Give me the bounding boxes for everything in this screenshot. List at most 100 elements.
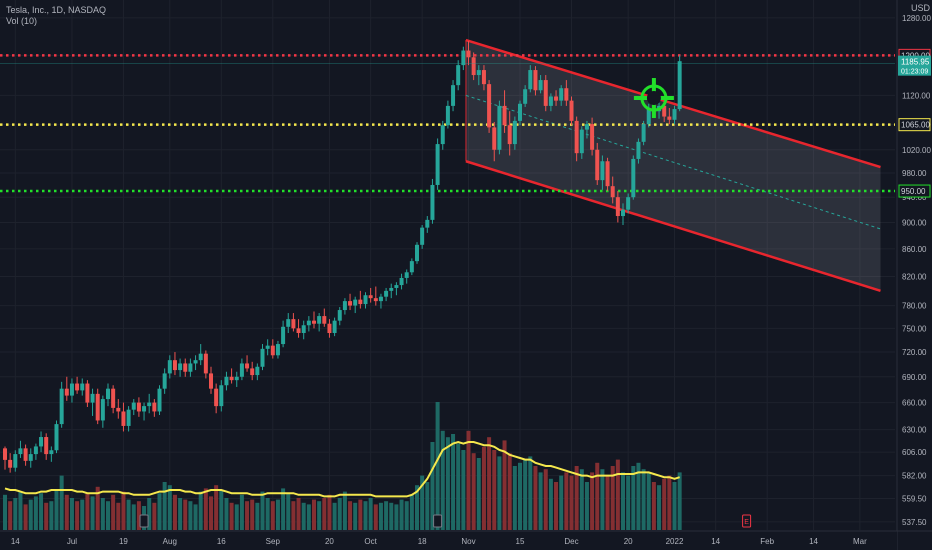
- time-axis-tick: 14: [11, 537, 20, 546]
- volume-bar: [301, 502, 306, 530]
- candle-body: [487, 84, 492, 128]
- candle-body: [322, 316, 327, 324]
- time-axis-bg: [0, 531, 897, 550]
- time-axis-tick: 15: [516, 537, 525, 546]
- volume-bar: [106, 501, 110, 530]
- volume-bar: [492, 450, 497, 530]
- time-axis-tick: 2022: [666, 537, 684, 546]
- volume-bar: [456, 443, 461, 530]
- candle-body: [121, 411, 126, 426]
- candle-body: [301, 325, 306, 334]
- candle-body: [590, 124, 595, 150]
- volume-bar: [631, 466, 636, 530]
- price-axis-tick: 720.00: [902, 348, 927, 357]
- volume-bar: [188, 501, 193, 530]
- price-level-tag: [898, 184, 931, 198]
- volume-bar: [512, 466, 517, 530]
- candle-body: [584, 124, 589, 130]
- volume-bar: [559, 475, 564, 530]
- volume-bar: [193, 504, 198, 530]
- volume-bar: [286, 493, 291, 530]
- volume-bar: [95, 486, 100, 530]
- volume-bar: [332, 502, 337, 530]
- time-axis-tick: 16: [217, 537, 226, 546]
- time-axis-tick: Mar: [853, 537, 867, 546]
- candle-body: [373, 298, 378, 302]
- volume-bar: [152, 502, 157, 530]
- candle-body: [100, 399, 105, 421]
- candle-body: [8, 459, 13, 468]
- candle-body: [147, 402, 152, 407]
- volume-bar: [59, 475, 64, 530]
- volume-bar: [245, 501, 250, 530]
- candle-body: [600, 161, 605, 181]
- candle-body: [420, 227, 425, 245]
- candle-body: [636, 141, 641, 159]
- candle-body: [136, 402, 141, 412]
- event-marker-label: E: [744, 519, 749, 526]
- volume-bar: [497, 456, 502, 530]
- candle-body: [183, 363, 188, 372]
- volume-bar: [312, 499, 316, 530]
- candle-body: [672, 109, 677, 120]
- event-marker-box: [139, 514, 149, 528]
- candle-body: [44, 437, 49, 455]
- volume-bar: [157, 493, 162, 530]
- candle-body: [152, 402, 157, 412]
- price-axis-tick: 1020.00: [902, 146, 931, 155]
- volume-bar: [518, 462, 522, 530]
- candle-body: [389, 287, 394, 291]
- candle-body: [548, 96, 553, 106]
- volume-bar: [662, 478, 667, 530]
- candle-body: [476, 70, 481, 76]
- candle-body: [445, 105, 450, 126]
- volume-bar: [600, 469, 605, 530]
- event-marker-box: [742, 514, 752, 528]
- candle-body: [18, 448, 23, 455]
- volume-bar: [641, 469, 646, 530]
- volume-bar: [342, 491, 347, 530]
- volume-bar: [481, 446, 486, 530]
- volume-bar: [49, 501, 54, 530]
- volume-bar: [435, 402, 440, 530]
- time-axis-tick: 14: [711, 537, 720, 546]
- price-axis-tick: 780.00: [902, 302, 927, 311]
- candle-body: [317, 316, 322, 324]
- candle-body: [631, 158, 636, 198]
- volume-bar: [466, 430, 471, 530]
- volume-bar: [209, 496, 213, 530]
- volume-bar: [327, 494, 332, 530]
- volume-bar: [353, 502, 358, 530]
- volume-bar: [595, 462, 600, 530]
- candle-body: [533, 70, 538, 91]
- volume-bar: [3, 494, 7, 530]
- volume-bar: [229, 502, 234, 530]
- candle-body: [116, 407, 121, 412]
- channel-mid-line: [465, 94, 881, 230]
- volume-bar: [198, 491, 203, 530]
- volume-bar: [677, 472, 682, 530]
- candle-body: [291, 319, 296, 329]
- volume-bar: [28, 499, 33, 530]
- time-axis-tick: Jul: [67, 537, 77, 546]
- candle-body: [214, 388, 219, 407]
- candle-body: [353, 299, 358, 306]
- candle-body: [440, 125, 445, 145]
- volume-bar: [239, 494, 244, 530]
- volume-bar: [548, 478, 553, 530]
- candle-body: [178, 363, 183, 371]
- volume-bar: [507, 453, 512, 530]
- volume-bar: [461, 450, 466, 530]
- candle-body: [3, 448, 7, 460]
- candle-body: [384, 290, 389, 297]
- time-axis-tick: Sep: [266, 537, 281, 546]
- candle-body: [172, 360, 177, 371]
- candle-body: [209, 373, 213, 389]
- volume-bar: [399, 499, 404, 530]
- currency-label[interactable]: USD: [910, 3, 930, 13]
- volume-bar: [579, 469, 584, 530]
- candle-body: [23, 448, 28, 461]
- volume-bar: [651, 482, 656, 530]
- volume-bar: [543, 469, 548, 530]
